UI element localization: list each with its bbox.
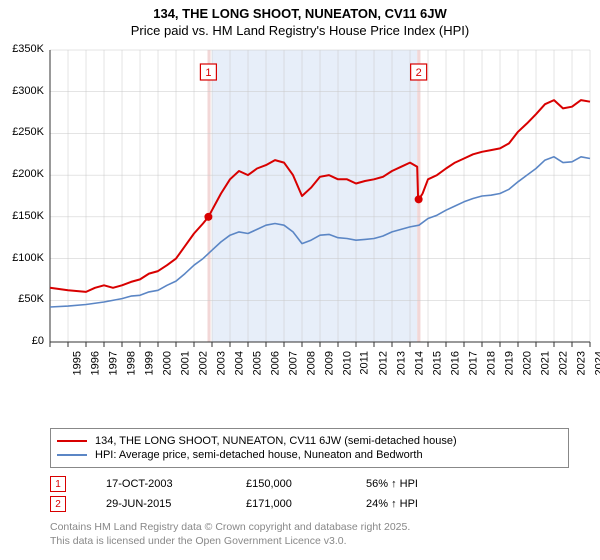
y-axis-label: £150K [0, 210, 44, 222]
legend-label: HPI: Average price, semi-detached house,… [95, 449, 423, 461]
x-axis-label: 2005 [251, 351, 263, 375]
x-axis-label: 2023 [575, 351, 587, 375]
x-axis-label: 2010 [341, 351, 353, 375]
marker-date: 17-OCT-2003 [106, 478, 246, 490]
x-axis-label: 2011 [359, 351, 371, 375]
titles: 134, THE LONG SHOOT, NUNEATON, CV11 6JW … [0, 0, 600, 38]
x-axis-label: 1996 [89, 351, 101, 375]
x-axis-label: 2021 [539, 351, 551, 375]
x-axis-label: 2018 [485, 351, 497, 375]
x-axis-label: 2002 [197, 351, 209, 375]
x-axis-label: 2000 [161, 351, 173, 375]
attribution: Contains HM Land Registry data © Crown c… [50, 520, 410, 548]
marker-date: 29-JUN-2015 [106, 498, 246, 510]
marker-hpi: 24% ↑ HPI [366, 498, 486, 510]
legend-series-line [57, 440, 87, 442]
y-axis-label: £0 [0, 335, 44, 347]
marker-row: 2 29-JUN-2015£171,00024% ↑ HPI [50, 494, 486, 514]
marker-id-box: 1 [50, 476, 66, 492]
svg-text:1: 1 [205, 67, 211, 79]
x-axis-label: 2001 [179, 351, 191, 375]
x-axis-label: 2024 [593, 351, 600, 375]
x-axis-label: 2006 [269, 351, 281, 375]
marker-id-box: 2 [50, 496, 66, 512]
marker-price: £150,000 [246, 478, 366, 490]
y-axis-label: £200K [0, 168, 44, 180]
marker-hpi: 56% ↑ HPI [366, 478, 486, 490]
x-axis-label: 2015 [431, 351, 443, 375]
marker-table: 1 17-OCT-2003£150,00056% ↑ HPI 2 29-JUN-201… [50, 474, 486, 514]
legend-box: 134, THE LONG SHOOT, NUNEATON, CV11 6JW … [50, 428, 569, 468]
x-axis-label: 1997 [107, 351, 119, 375]
x-axis-label: 2009 [323, 351, 335, 375]
x-axis-label: 2014 [413, 351, 425, 375]
y-axis-label: £50K [0, 293, 44, 305]
svg-text:2: 2 [416, 67, 422, 79]
x-axis-label: 2007 [287, 351, 299, 375]
x-axis-label: 2004 [233, 351, 245, 375]
marker-price: £171,000 [246, 498, 366, 510]
x-axis-label: 2022 [557, 351, 569, 375]
x-axis-label: 1995 [71, 351, 83, 375]
x-axis-label: 2008 [305, 351, 317, 375]
title-line-2: Price paid vs. HM Land Registry's House … [0, 23, 600, 38]
marker-row: 1 17-OCT-2003£150,00056% ↑ HPI [50, 474, 486, 494]
y-axis-label: £250K [0, 126, 44, 138]
y-axis-label: £100K [0, 252, 44, 264]
attribution-line-2: This data is licensed under the Open Gov… [50, 534, 410, 548]
legend-item: 134, THE LONG SHOOT, NUNEATON, CV11 6JW … [57, 435, 562, 447]
x-axis-label: 2020 [521, 351, 533, 375]
x-axis-label: 2003 [215, 351, 227, 375]
legend-item: HPI: Average price, semi-detached house,… [57, 449, 562, 461]
x-axis-label: 1998 [125, 351, 137, 375]
attribution-line-1: Contains HM Land Registry data © Crown c… [50, 520, 410, 534]
legend-label: 134, THE LONG SHOOT, NUNEATON, CV11 6JW … [95, 435, 457, 447]
legend-series-line [57, 454, 87, 456]
x-axis-label: 2012 [377, 351, 389, 375]
x-axis-label: 2019 [503, 351, 515, 375]
x-axis-label: 2017 [467, 351, 479, 375]
chart-area: 12 £0£50K£100K£150K£200K£250K£300K£350K1… [0, 46, 600, 386]
x-axis-label: 2016 [449, 351, 461, 375]
y-axis-label: £350K [0, 43, 44, 55]
x-axis-label: 1999 [143, 351, 155, 375]
title-line-1: 134, THE LONG SHOOT, NUNEATON, CV11 6JW [0, 6, 600, 21]
y-axis-label: £300K [0, 85, 44, 97]
x-axis-label: 2013 [395, 351, 407, 375]
chart-container: 134, THE LONG SHOOT, NUNEATON, CV11 6JW … [0, 0, 600, 560]
chart-svg: 12 [0, 46, 600, 386]
